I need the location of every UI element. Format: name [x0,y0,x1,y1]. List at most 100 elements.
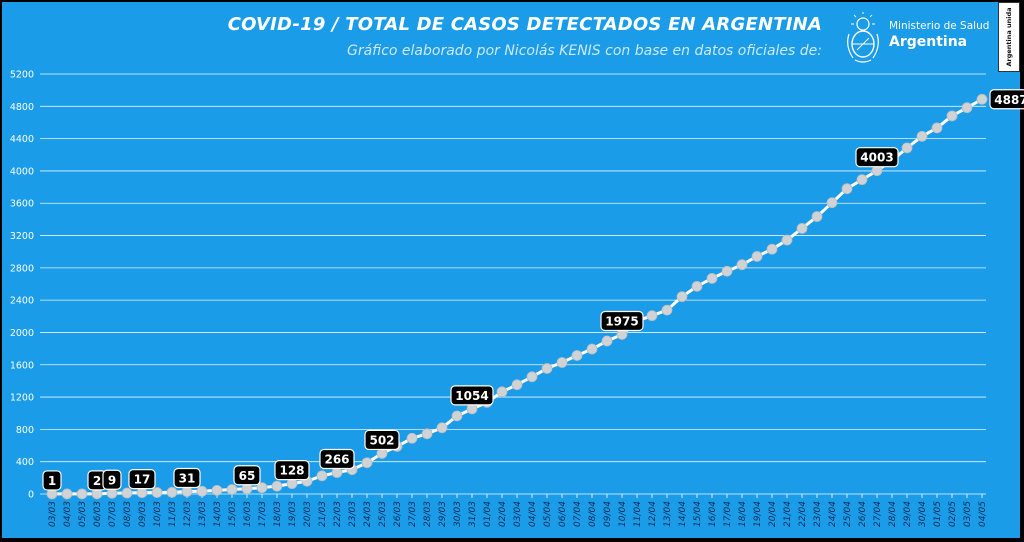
y-tick-label: 3200 [10,231,34,242]
x-tick-label: 29/04 [903,501,913,527]
data-point [571,350,583,361]
data-point [691,280,703,292]
x-tick-label: 03/03 [48,501,58,527]
x-tick-label: 15/04 [693,501,703,527]
x-axis-ticks: 03/03 04/03 05/03 06/03 07/03 08/03 09/03 10/03… [48,494,988,527]
x-tick-label: 11/03 [168,501,178,527]
x-tick-label: 08/03 [123,501,133,527]
y-tick-label: 3600 [10,199,34,210]
data-point [841,183,853,195]
chart-subtitle: Gráfico elaborado por Nicolás KENIS con … [346,43,822,59]
data-point [196,485,208,497]
data-point [586,343,598,355]
x-tick-label: 19/03 [288,501,298,527]
y-tick-label: 400 [16,457,34,468]
data-point [676,291,688,303]
x-tick-label: 01/05 [933,501,943,527]
data-point [61,488,73,500]
x-tick-label: 05/03 [78,501,88,527]
x-tick-label: 20/03 [303,501,313,527]
x-tick-label: 18/03 [273,501,283,527]
x-tick-label: 11/04 [633,501,643,527]
data-point [556,357,568,368]
x-tick-label: 02/05 [948,501,958,527]
x-tick-label: 23/03 [348,501,358,527]
data-point [271,480,283,492]
data-label-box [173,467,201,489]
data-label: 502 [369,433,394,447]
data-point [226,484,238,495]
x-tick-label: 22/03 [333,501,343,527]
data-point [946,110,958,122]
x-tick-label: 17/04 [723,501,733,527]
x-tick-label: 23/04 [813,501,823,527]
x-tick-label: 12/04 [648,501,658,527]
x-tick-label: 03/04 [513,501,523,527]
y-tick-label: 800 [16,425,34,436]
x-tick-label: 02/04 [498,501,508,527]
data-point [451,410,463,422]
data-point [856,174,868,186]
x-tick-label: 01/04 [483,501,493,527]
series-line [52,97,983,496]
y-tick-label: 0 [28,490,34,501]
x-tick-label: 13/03 [198,501,208,527]
data-point [961,102,973,114]
x-tick-label: 28/03 [423,501,433,527]
x-tick-label: 12/03 [183,501,193,527]
x-tick-label: 25/04 [843,501,853,527]
data-point [256,482,268,494]
data-point [406,432,418,444]
x-tick-label: 22/04 [798,501,808,527]
x-tick-label: 27/03 [408,501,418,527]
data-point [781,234,793,246]
data-label: 4003 [860,151,893,165]
series-cases [46,93,988,500]
x-tick-label: 19/04 [753,501,763,527]
y-tick-label: 1200 [10,393,34,404]
data-point [601,335,613,347]
data-point [421,428,433,440]
data-point [736,259,748,271]
x-tick-label: 14/03 [213,501,223,527]
data-label: 1054 [455,389,488,403]
ministry-logo: Ministerio de Salud Argentina [843,10,989,66]
data-point [661,304,673,316]
data-point [766,243,778,255]
data-label-box [42,470,62,491]
x-tick-label: 10/04 [618,501,628,527]
data-label: 1975 [605,314,638,328]
data-point [706,273,718,284]
x-tick-label: 20/04 [768,501,778,527]
data-point [151,487,163,498]
x-tick-label: 14/04 [678,501,688,527]
x-tick-label: 26/04 [858,501,868,527]
data-label: 31 [179,471,196,485]
data-label-box [450,385,494,406]
x-tick-label: 18/04 [738,501,748,527]
x-tick-label: 31/03 [468,501,478,527]
data-labels: 1 2 9 17 31 65 128 266 502 1054 1975 4003 4887 [42,89,1024,491]
data-label-box [855,147,899,168]
x-tick-label: 04/05 [978,501,988,527]
x-tick-label: 30/04 [918,501,928,527]
y-tick-label: 2800 [10,263,34,274]
data-point [166,486,178,498]
data-label-box [319,448,355,470]
x-tick-label: 07/03 [108,501,118,527]
data-label-box [233,465,261,486]
data-point [496,386,508,398]
data-point [796,223,808,234]
x-tick-label: 15/03 [228,501,238,527]
data-point [76,488,88,500]
data-label: 128 [279,464,304,478]
x-tick-label: 03/05 [963,501,973,527]
x-tick-label: 21/03 [318,501,328,527]
argentina-unida-badge: Argentina unida [998,2,1020,72]
x-tick-label: 05/04 [543,501,553,527]
data-label: 4887 [994,93,1024,107]
x-tick-label: 17/03 [258,501,268,527]
y-tick-label: 4800 [10,102,34,113]
data-point [526,371,538,383]
